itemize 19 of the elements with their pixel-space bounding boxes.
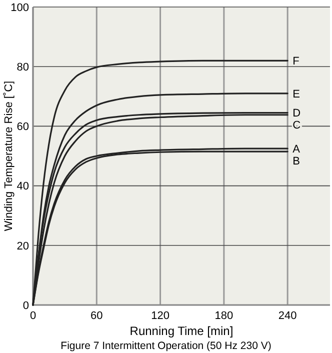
y-tick-label: 100 — [10, 2, 29, 14]
y-tick-label: 80 — [16, 61, 29, 74]
y-tick-label: 20 — [16, 240, 29, 252]
x-tick-label: 60 — [90, 310, 103, 322]
x-axis-title: Running Time [min] — [130, 324, 234, 338]
y-axis-title: Winding Temperature Rise [˚C] — [3, 80, 15, 232]
y-tick-label: 0 — [22, 300, 29, 312]
series-label: B — [292, 155, 300, 168]
y-tick-label: 40 — [16, 180, 29, 193]
y-tick-label: 60 — [16, 121, 29, 134]
x-tick-label: 120 — [151, 310, 170, 322]
x-tick-label: 0 — [30, 310, 36, 322]
caption: Figure 7 Intermittent Operation (50 Hz 230 V) — [60, 340, 272, 352]
series-label: A — [292, 143, 301, 156]
x-tick-label: 180 — [214, 310, 234, 322]
series-label: F — [292, 55, 300, 68]
series-label: D — [292, 108, 301, 120]
series-label: E — [292, 88, 300, 100]
x-tick-label: 240 — [278, 310, 297, 322]
